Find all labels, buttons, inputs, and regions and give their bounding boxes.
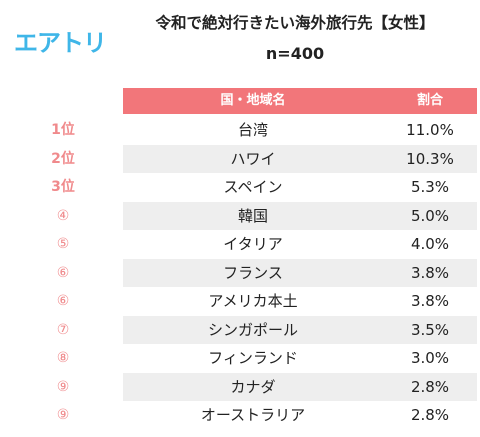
rank-label: 2位 xyxy=(51,150,75,167)
row-background xyxy=(123,116,477,145)
rank-label: ⑧ xyxy=(56,350,70,366)
rank-label: ⑤ xyxy=(56,236,70,252)
share-value: 4.0% xyxy=(410,235,450,253)
row-background xyxy=(123,201,477,230)
country-name: オーストラリア xyxy=(200,406,306,424)
rank-label: ⑦ xyxy=(56,321,70,338)
row-background xyxy=(123,372,477,401)
share-value: 3.0% xyxy=(410,349,450,367)
row-background xyxy=(123,230,477,259)
table-row: ⑧ フィンランド 3.0% xyxy=(0,344,480,373)
table-row: 1位 台湾 11.0% xyxy=(0,116,480,145)
country-name: フランス xyxy=(223,263,283,282)
brand-logo: エアトリ xyxy=(14,29,107,57)
country-name: 韓国 xyxy=(237,206,268,225)
share-value: 2.8% xyxy=(410,406,450,424)
row-background xyxy=(123,401,477,430)
rank-label: ⑥ xyxy=(56,264,70,281)
row-background xyxy=(123,173,477,202)
country-name: アメリカ本土 xyxy=(208,292,298,310)
rank-label: ⑨ xyxy=(56,378,70,395)
table-row: ④ 韓国 5.0% xyxy=(0,201,480,230)
row-background xyxy=(123,315,477,344)
share-value: 11.0% xyxy=(406,121,454,139)
share-value: 3.8% xyxy=(410,292,450,310)
country-name: フィンランド xyxy=(208,349,298,367)
share-value: 10.3% xyxy=(406,149,454,168)
row-background xyxy=(123,287,477,316)
share-value: 5.3% xyxy=(410,178,450,196)
table-row: ⑨ カナダ 2.8% xyxy=(0,372,480,401)
country-name: ハワイ xyxy=(230,149,276,168)
table-row: ⑨ オーストラリア 2.8% xyxy=(0,401,480,430)
rank-label: 1位 xyxy=(51,122,75,138)
share-value: 3.5% xyxy=(410,320,450,339)
table-header: 国・地域名 割合 xyxy=(123,88,477,114)
row-background xyxy=(123,144,477,173)
country-name: スペイン xyxy=(223,178,283,196)
row-background xyxy=(123,344,477,373)
table-row: ⑤ イタリア 4.0% xyxy=(0,230,480,259)
country-name: イタリア xyxy=(223,235,283,253)
table-row: 3位 スペイン 5.3% xyxy=(0,173,480,202)
share-value: 3.8% xyxy=(410,263,450,282)
table-row: 2位 ハワイ 10.3% xyxy=(0,144,480,173)
sample-size: n=400 xyxy=(265,44,325,63)
rank-label: ④ xyxy=(56,207,70,224)
rank-label: ⑨ xyxy=(56,407,70,423)
table-row: ⑥ アメリカ本土 3.8% xyxy=(0,287,480,316)
share-value: 5.0% xyxy=(410,206,450,225)
column-header-country: 国・地域名 xyxy=(220,93,286,108)
country-name: カナダ xyxy=(230,377,276,396)
table-row: ⑥ フランス 3.8% xyxy=(0,258,480,287)
row-background xyxy=(123,258,477,287)
column-header-share: 割合 xyxy=(416,93,443,108)
share-value: 2.8% xyxy=(410,377,450,396)
country-name: 台湾 xyxy=(237,121,268,139)
table-row: ⑦ シンガポール 3.5% xyxy=(0,315,480,344)
country-name: シンガポール xyxy=(207,320,298,339)
chart-title: 令和で絶対行きたい海外旅行先【女性】 xyxy=(155,14,435,32)
rank-label: ⑥ xyxy=(56,293,70,309)
rank-label: 3位 xyxy=(51,179,75,195)
